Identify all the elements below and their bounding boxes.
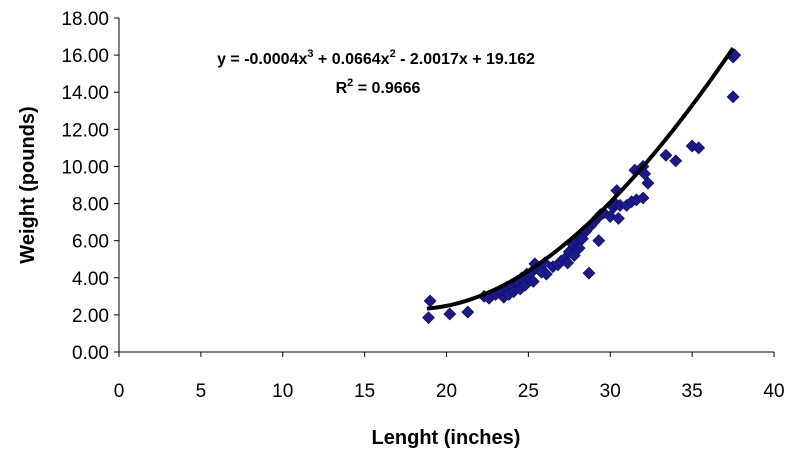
data-point [612,211,625,225]
data-point [641,176,655,190]
x-axis-ticks: 0 5 10 15 20 25 30 35 40 [114,352,785,402]
data-point [561,256,575,270]
y-tick-label: 8.00 [72,195,109,216]
y-tick-label: 18.00 [61,9,109,30]
data-point [572,241,586,255]
trendline-equation: y = -0.0004x3 + 0.0664x2 - 2.0017x + 19.… [217,48,535,68]
data-point [422,311,435,325]
data-point [636,191,650,205]
y-tick-label: 6.00 [72,232,109,253]
data-point [659,148,673,162]
data-point [526,275,540,288]
data-point [669,154,683,168]
data-point [423,294,437,308]
x-tick-label: 15 [354,381,375,402]
x-tick-label: 35 [682,381,703,402]
data-point [692,141,706,155]
x-tick-label: 5 [196,381,207,402]
x-tick-label: 25 [518,381,539,402]
y-tick-label: 16.00 [61,46,109,67]
y-tick-label: 2.00 [72,306,109,327]
x-tick-label: 30 [600,381,621,402]
data-point [726,90,740,104]
x-tick-label: 20 [436,381,457,402]
y-tick-label: 12.00 [61,120,109,141]
data-point [461,305,475,319]
data-point [539,267,553,281]
x-tick-label: 40 [763,381,784,402]
x-axis-title: Lenght (inches) [372,427,521,449]
r-squared-label: R2 = 0.9666 [336,77,421,97]
x-tick-label: 0 [114,381,125,402]
trendline [426,46,735,311]
y-axis-ticks: 0.00 2.00 4.00 6.00 8.00 10.00 12.00 14.00 16.00… [61,9,119,364]
y-tick-label: 0.00 [72,343,109,364]
data-point [582,266,596,280]
y-tick-label: 4.00 [72,269,109,290]
data-points [422,48,742,325]
y-tick-label: 14.00 [61,83,109,104]
data-point [443,307,457,321]
y-tick-label: 10.00 [61,157,109,178]
data-point [592,234,606,248]
x-tick-label: 10 [272,381,293,402]
y-axis-title: Weight (pounds) [17,106,39,263]
